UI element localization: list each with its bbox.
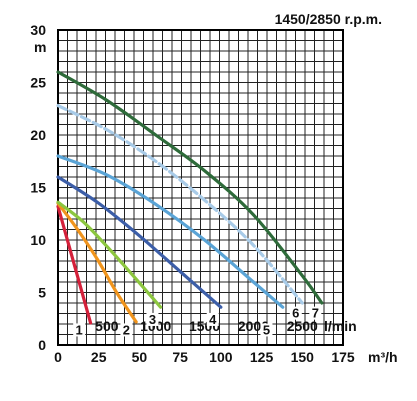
y-tick-label: 20 [30,127,46,143]
x-tick-label-m3h: 75 [172,349,188,365]
x-axis-flow-unit: l/min [324,318,357,334]
series-line-4 [56,175,223,309]
curve-label-bg [73,323,86,337]
series-line-1 [56,204,93,325]
curve-label-bg [146,312,159,326]
chart-title: 1450/2850 r.p.m. [275,11,382,27]
y-tick-label: 5 [38,285,46,301]
series-line-5 [56,154,285,309]
x-tick-label-m3h: 150 [291,349,315,365]
x-tick-label-lmin: 500 [95,318,119,334]
x-tick-label-m3h: 0 [54,349,62,365]
curve-label-bg [309,306,322,320]
y-tick-label: 30 [30,22,46,38]
curve-label: 2 [123,322,130,337]
curve-label-bg [120,323,133,337]
curve-label-bg [260,323,273,337]
x-tick-label-m3h: 25 [91,349,107,365]
y-tick-label: 25 [30,75,46,91]
curve-label-bg [289,306,302,320]
x-tick-label-lmin: 2500 [287,318,318,334]
series-line-3 [56,200,163,309]
curve-label-bg [206,312,219,326]
labels-group: 1 2 3 4 5 6 7 [73,306,322,337]
x-tick-label-m3h: 100 [209,349,233,365]
series-line-6 [56,104,304,305]
curve-label: 3 [149,312,156,327]
x-tick-label-m3h: 125 [250,349,274,365]
series-line-2 [56,201,138,324]
y-tick-label: 15 [30,180,46,196]
series-group [56,70,324,325]
series-line-7 [56,70,324,305]
curve-label: 5 [263,322,270,337]
plot-frame [57,29,344,346]
curve-label: 7 [312,306,319,321]
y-axis-unit: m [34,39,46,55]
y-tick-label: 0 [38,337,46,353]
x-tick-label-m3h: 50 [132,349,148,365]
curve-label: 4 [209,312,217,327]
x-tick-label-m3h: 175 [331,349,355,365]
curve-label: 1 [76,322,83,337]
grid [58,30,343,345]
curve-label: 6 [292,306,299,321]
x-axis-m3h-unit: m³/h [368,349,398,365]
y-tick-label: 10 [30,232,46,248]
